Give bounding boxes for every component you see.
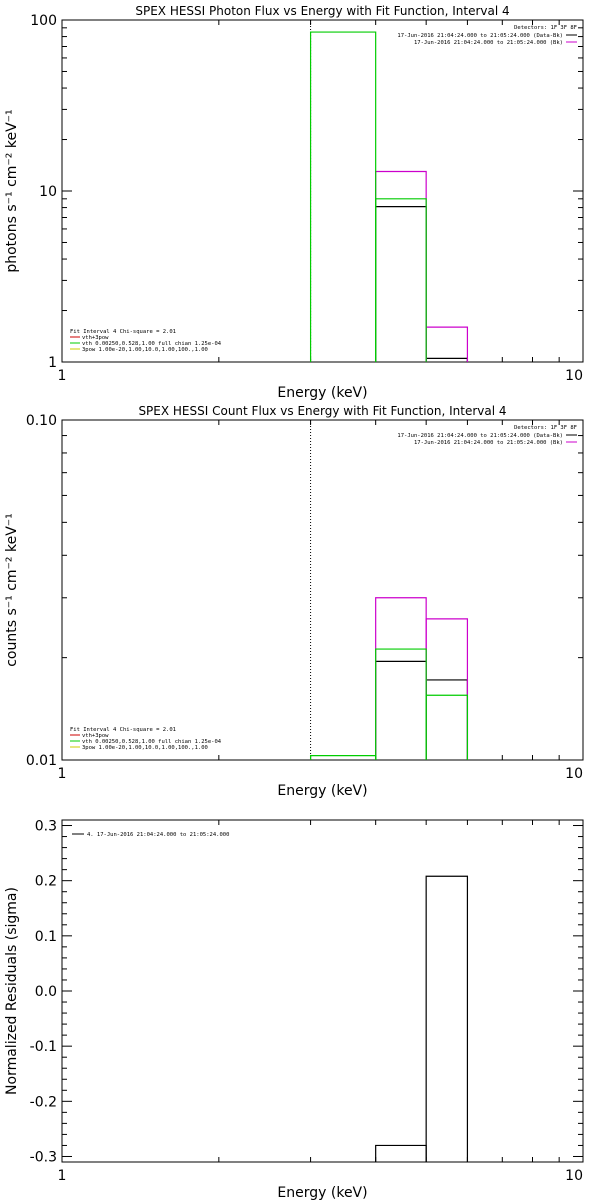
plot-frame — [61, 19, 584, 363]
series-2-bin-2 — [425, 326, 469, 362]
legend-item-label: 3pow 1.00e-20,1.00,10.0,1.00,100.,1.00 — [82, 745, 208, 751]
x-tick-label: 1 — [58, 1168, 67, 1184]
series-3-bin-2 — [375, 198, 427, 362]
legend-bottom-left: Fit Interval 4 Chi-square = 2.01vth+3pow… — [70, 727, 222, 751]
series-3-bin-1 — [309, 755, 377, 760]
chart-3: 1 10 -0.3 -0.2 -0.1 0.0 0.1 0.2 0.3 Energy (keV) N… — [4, 819, 584, 1200]
legend-item-label: 4. 17-Jun-2016 21:04:24.000 to 21:05:24.… — [87, 832, 229, 838]
series-3-bin-3 — [425, 694, 469, 760]
series-1-bin-2 — [425, 357, 469, 362]
legend-item-label: 17-Jun-2016 21:04:24.000 to 21:05:24.000… — [414, 440, 563, 446]
legend-top-right: Detectors: 1F 3F 8F 17-Jun-2016 21:04:24.… — [397, 25, 577, 46]
x-tick-label: 10 — [565, 1168, 583, 1184]
series-1-bin-2 — [425, 875, 469, 1162]
series-2-bin-2 — [425, 618, 469, 760]
series-2-bin-1 — [375, 170, 427, 362]
y-tick-label: 0.2 — [35, 874, 57, 890]
legend-item-label: vth+3pow — [82, 335, 109, 341]
legend-detectors: Detectors: 1F 3F 8F — [514, 25, 577, 31]
x-tick-label: 10 — [565, 368, 583, 384]
series-1-bin-2 — [425, 679, 469, 760]
series-1-bin-1 — [375, 206, 427, 362]
series-1-bin-1 — [375, 660, 427, 760]
y-axis-label: photons s⁻¹ cm⁻² keV⁻¹ — [4, 109, 20, 272]
y-tick-label: 0.3 — [35, 819, 57, 835]
x-tick-label: 10 — [565, 766, 583, 782]
legend-top-left: 4. 17-Jun-2016 21:04:24.000 to 21:05:24.… — [72, 832, 229, 838]
chart-title: SPEX HESSI Photon Flux vs Energy with Fi… — [135, 4, 509, 18]
y-tick-label: 0.10 — [26, 413, 57, 429]
legend-top-right: Detectors: 1F 3F 8F 17-Jun-2016 21:04:24.… — [397, 425, 577, 446]
series-1-bin-1 — [375, 1144, 427, 1162]
chart-title: SPEX HESSI Count Flux vs Energy with Fit… — [138, 404, 506, 418]
legend-item-label: 17-Jun-2016 21:04:24.000 to 21:05:24.000… — [397, 433, 563, 439]
legend-item-label: vth+3pow — [82, 733, 109, 739]
y-tick-label: 0.0 — [35, 984, 57, 1000]
legend-item-label: 17-Jun-2016 21:04:24.000 to 21:05:24.000… — [397, 33, 563, 39]
y-tick-label: -0.2 — [30, 1094, 57, 1110]
x-axis-label: Energy (keV) — [277, 783, 367, 799]
y-tick-label: 0.1 — [35, 929, 57, 945]
series-3-bin-2 — [375, 648, 427, 760]
y-tick-label: 10 — [39, 184, 57, 200]
legend-detectors: Detectors: 1F 3F 8F — [514, 425, 577, 431]
legend-item-label: vth 0.00250,0.528,1.00 full chian 1.25e-… — [82, 341, 222, 347]
y-axis-label: counts s⁻¹ cm⁻² keV⁻¹ — [4, 513, 20, 667]
x-tick-label: 1 — [58, 368, 67, 384]
series-2-bin-1 — [375, 597, 427, 760]
chart-2: SPEX HESSI Count Flux vs Energy with Fit… — [4, 404, 584, 799]
y-tick-label: 100 — [30, 13, 57, 29]
series-3-bin-1 — [309, 31, 377, 362]
legend-item-label: 3pow 1.00e-20,1.00,10.0,1.00,100.,1.00 — [82, 347, 208, 353]
x-axis-label: Energy (keV) — [277, 385, 367, 401]
legend-bottom-left: Fit Interval 4 Chi-square = 2.01vth+3pow… — [70, 329, 222, 353]
x-tick-label: 1 — [58, 766, 67, 782]
legend-item-label: 17-Jun-2016 21:04:24.000 to 21:05:24.000… — [414, 40, 563, 46]
y-tick-label: -0.3 — [30, 1149, 57, 1165]
plot-frame — [61, 419, 584, 761]
chart-1: SPEX HESSI Photon Flux vs Energy with Fi… — [4, 4, 584, 401]
y-tick-label: 0.01 — [26, 753, 57, 769]
y-axis-label: Normalized Residuals (sigma) — [4, 887, 20, 1095]
legend-item-label: vth 0.00250,0.528,1.00 full chian 1.25e-… — [82, 739, 222, 745]
y-tick-label: 1 — [48, 355, 57, 371]
legend-fit-interval: Fit Interval 4 Chi-square = 2.01 — [70, 329, 176, 335]
legend-fit-interval: Fit Interval 4 Chi-square = 2.01 — [70, 727, 176, 733]
x-axis-label: Energy (keV) — [277, 1185, 367, 1200]
y-tick-label: -0.1 — [30, 1039, 57, 1055]
plot-frame — [61, 819, 584, 1163]
